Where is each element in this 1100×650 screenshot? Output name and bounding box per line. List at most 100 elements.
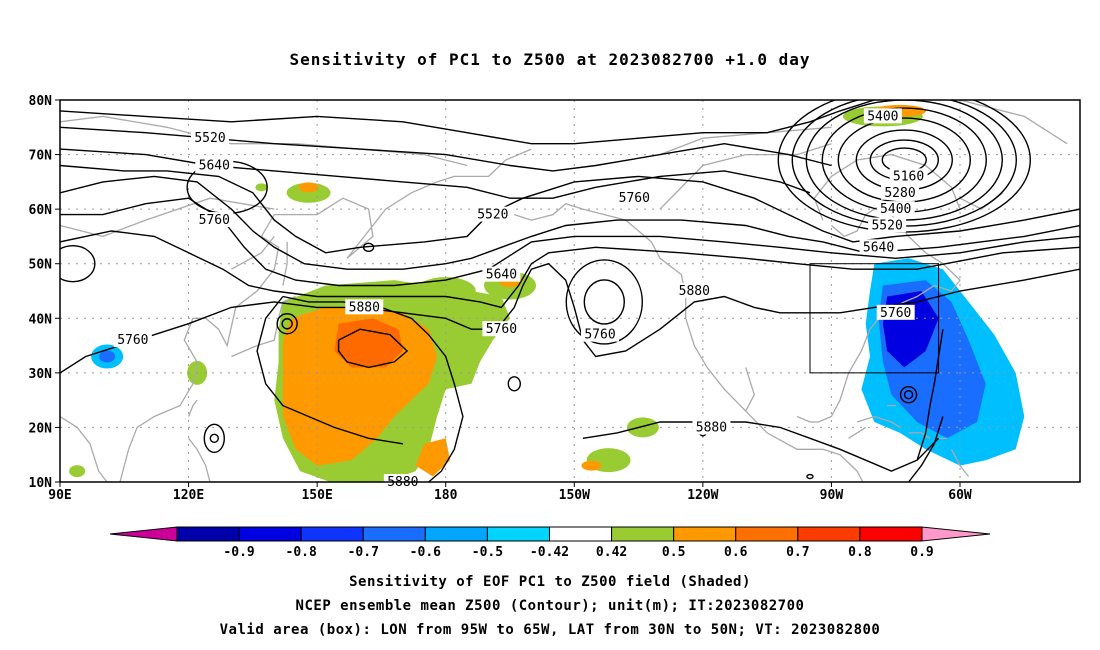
colorbar-label: 0.8 <box>848 545 872 560</box>
coastline-segment <box>813 153 961 221</box>
contour-ring <box>281 318 293 330</box>
contour-ring <box>276 313 298 335</box>
contour-value-text: 5520 <box>477 208 508 223</box>
contour-ring <box>203 423 225 454</box>
contour-value-text: 5880 <box>679 284 710 299</box>
colorbar-label: 0.9 <box>910 545 933 560</box>
chart-title: Sensitivity of PC1 to Z500 at 2023082700… <box>289 50 811 69</box>
positive-max-pacific <box>334 318 403 368</box>
contour-value-label: 5280 <box>881 184 919 201</box>
coastline-segment <box>959 100 1068 145</box>
positive-patch-india <box>69 465 86 478</box>
contour-ring <box>565 259 643 345</box>
colorbar-swatch <box>735 526 799 542</box>
coastline-segment <box>188 437 211 482</box>
coastline-segment <box>187 399 198 417</box>
contour-value-text: 5760 <box>117 333 148 348</box>
colorbar-label: -0.8 <box>286 545 317 560</box>
colorbar-label: 0.7 <box>786 545 809 560</box>
positive-patch-aleutian <box>415 277 476 305</box>
positive-patch-mexico <box>626 417 659 438</box>
colorbar-swatch <box>362 526 426 542</box>
coastline-segment <box>282 241 288 286</box>
coastline-segment <box>856 415 901 428</box>
contour-ring <box>507 376 521 392</box>
colorbar-label: 0.5 <box>662 545 685 560</box>
positive-patch-siberia <box>286 182 331 203</box>
contour-line <box>337 328 409 369</box>
contour-value-label: 5400 <box>876 201 915 217</box>
contour-value-label: 5760 <box>876 304 915 321</box>
lat-tick-label: 80N <box>29 94 53 109</box>
colorbar-swatch <box>611 526 675 542</box>
lat-tick-label: 60N <box>29 203 53 218</box>
contour-value-text: 5640 <box>486 268 517 283</box>
contour-value-text: 5880 <box>349 300 380 315</box>
coastline-segment <box>60 415 108 482</box>
contour-ring <box>583 279 625 325</box>
lon-tick-label: 150W <box>559 488 590 503</box>
colorbar-label: -0.7 <box>348 545 379 560</box>
lat-tick-label: 20N <box>29 421 53 436</box>
coastline-segment <box>231 235 275 270</box>
contour-ring <box>60 245 96 283</box>
colorbar-swatch <box>424 526 488 542</box>
lon-tick-label: 120E <box>173 488 204 503</box>
contour-line <box>60 262 1080 374</box>
colorbar-label: -0.9 <box>223 545 254 560</box>
contour-ring <box>899 385 918 404</box>
colorbar-swatch <box>176 526 240 542</box>
contour-value-label: 5520 <box>868 217 907 234</box>
contour-value-label: 5760 <box>615 190 654 206</box>
contour-value-label: 5640 <box>859 239 898 255</box>
lon-tick-label: 90W <box>820 488 844 503</box>
contour-value-label: 5640 <box>195 157 234 173</box>
coastline-segment <box>60 115 468 167</box>
contour-ring <box>209 433 219 444</box>
contour-ring <box>362 242 375 253</box>
contour-value-label: 5760 <box>195 212 234 228</box>
colorbar-swatch <box>300 526 364 542</box>
colorbar-swatch <box>549 526 613 542</box>
contour-ring <box>806 473 814 480</box>
contour-line <box>256 296 404 445</box>
coastline-segment <box>231 295 296 358</box>
contour-value-text: 5760 <box>584 328 615 343</box>
contour-value-label: 5760 <box>581 326 619 343</box>
coastline-segment <box>119 148 532 482</box>
contour-value-text: 5400 <box>867 109 898 124</box>
colorbar-label: -0.5 <box>472 545 503 560</box>
colorbar-low-arrow <box>109 526 178 542</box>
contour-ring <box>903 389 914 400</box>
colorbar-label: -0.6 <box>410 545 441 560</box>
lon-tick-label: 150E <box>301 488 332 503</box>
contour-value-label: 5760 <box>482 321 521 337</box>
footer-line-2: NCEP ensemble mean Z500 (Contour); unit(… <box>295 598 805 614</box>
footer-line-1: Sensitivity of EOF PC1 to Z500 field (Sh… <box>349 574 751 590</box>
contour-line <box>60 148 811 199</box>
lat-tick-label: 70N <box>29 149 53 164</box>
contour-line <box>60 230 1080 309</box>
footer-line-3: Valid area (box): LON from 95W to 65W, L… <box>219 622 881 638</box>
positive-shade-south <box>415 438 450 477</box>
contour-value-label: 5760 <box>113 332 152 348</box>
lat-tick-label: 50N <box>29 258 53 273</box>
contour-value-text: 5760 <box>880 306 911 321</box>
coastline-segment <box>745 367 756 412</box>
coastline-segment <box>514 202 864 482</box>
colorbar-swatch <box>238 526 302 542</box>
lon-tick-label: 180 <box>434 488 458 503</box>
contour-line <box>582 421 940 472</box>
colorbar-swatch <box>673 526 737 542</box>
contour-value-text: 5880 <box>696 420 727 435</box>
contour-value-label: 5640 <box>482 266 521 283</box>
contour-line <box>908 416 944 482</box>
contour-value-text: 5640 <box>199 158 230 173</box>
contour-value-text: 5400 <box>880 202 911 217</box>
coastline-segment <box>908 432 931 439</box>
contour-value-label: 5160 <box>889 168 928 184</box>
coastline-segment <box>659 143 832 210</box>
contour-value-text: 5760 <box>619 191 650 206</box>
colorbar-swatch <box>859 526 923 542</box>
lon-tick-label: 90E <box>48 488 71 503</box>
